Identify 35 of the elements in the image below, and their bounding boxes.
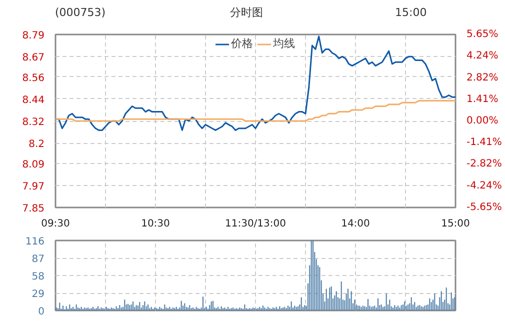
- y2-tick-label: -4.24%: [466, 180, 502, 192]
- y2-tick-label: 0.00%: [466, 116, 498, 126]
- x-tick-label: 15:00: [441, 218, 470, 230]
- legend-label: 价格: [231, 36, 253, 51]
- line-series: [56, 100, 456, 122]
- y-tick-label: 8.56: [22, 72, 44, 84]
- y2-tick-label: 2.82%: [466, 72, 498, 84]
- y-tick-label: 7.97: [22, 181, 44, 192]
- y2-tick-label: 1.41%: [466, 94, 498, 105]
- y-tick-label: 116: [25, 236, 45, 248]
- x-tick-label: 09:30: [41, 218, 70, 230]
- y-tick-label: 8.09: [22, 159, 44, 170]
- y-tick-label: 0: [38, 306, 45, 318]
- y2-tick-label: -1.41%: [466, 137, 502, 148]
- y-tick-label: 29: [32, 289, 45, 300]
- y-tick-label: 58: [32, 272, 45, 282]
- chart-title: (000753): [55, 5, 106, 21]
- y2-tick-label: 4.24%: [466, 50, 498, 62]
- legend-label: 均线: [273, 36, 295, 51]
- y2-tick-label: 5.65%: [466, 29, 498, 40]
- y-tick-label: 8.79: [22, 30, 44, 42]
- y2-tick-label: -2.82%: [466, 158, 502, 170]
- x-tick-label: 10:30: [141, 218, 170, 230]
- line-series: [56, 36, 456, 131]
- text: 15:00: [395, 5, 427, 21]
- x-tick-label: 14:00: [341, 218, 370, 230]
- y-tick-label: 7.85: [22, 204, 44, 214]
- y2-tick-label: -5.65%: [466, 202, 502, 213]
- x-tick-label: 11:30/13:00: [224, 218, 286, 230]
- y-tick-label: 8.32: [22, 117, 44, 128]
- y-tick-label: 87: [32, 254, 45, 265]
- y-tick-label: 8.44: [22, 94, 44, 106]
- y-tick-label: 8.67: [22, 52, 44, 64]
- y-tick-label: 8.2: [28, 139, 45, 150]
- chart-subtitle: 分时图: [230, 5, 263, 21]
